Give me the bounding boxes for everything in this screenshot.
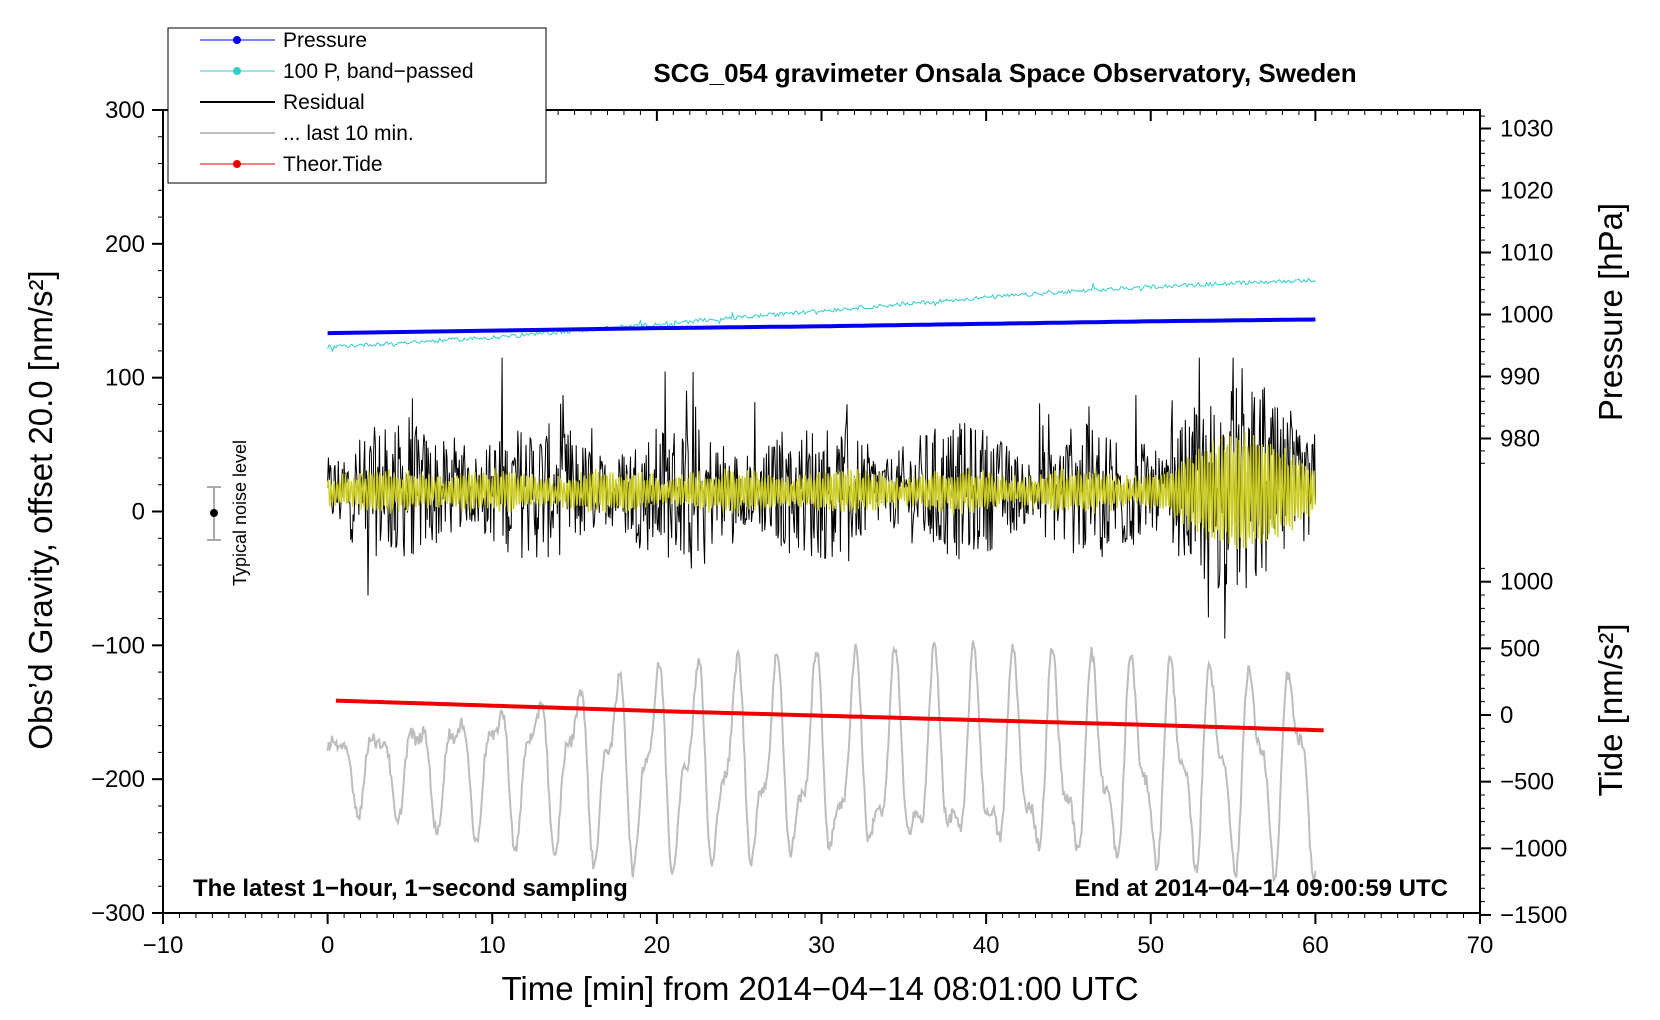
tide-tick-label: −1500: [1500, 902, 1567, 929]
y-left-tick-label: −300: [91, 900, 145, 927]
noise-indicator: Typical noise level: [207, 440, 250, 586]
tide-tick-label: 0: [1500, 702, 1513, 729]
noise-label: Typical noise level: [230, 440, 250, 586]
legend-swatch-dot: [233, 160, 241, 168]
tide-tick-label: 500: [1500, 635, 1540, 662]
x-tick-label: −10: [143, 932, 184, 959]
band-passed-pressure-line: [327, 277, 1316, 353]
end-time-note: End at 2014−04−14 09:00:59 UTC: [1074, 875, 1448, 902]
y-axis-left-title: Obs’d Gravity, offset 20.0 [nm/s²]: [22, 270, 59, 749]
pressure-tick-label: 1000: [1500, 302, 1553, 329]
tide-tick-label: 1000: [1500, 569, 1553, 596]
x-tick-label: 70: [1467, 932, 1494, 959]
pressure-axis-title: Pressure [hPa]: [1592, 203, 1629, 421]
noise-dot: [210, 509, 218, 517]
chart-title: SCG_054 gravimeter Onsala Space Observat…: [653, 58, 1356, 88]
legend-label: Residual: [283, 91, 365, 114]
pressure-tick-label: 1020: [1500, 178, 1553, 205]
legend-swatch-dot: [233, 36, 241, 44]
last-10-min-line: [326, 640, 1317, 883]
y-left-tick-label: 200: [105, 231, 145, 258]
y-left-tick-label: 0: [132, 499, 145, 526]
legend-label: Theor.Tide: [283, 153, 383, 176]
legend-label: 100 P, band−passed: [283, 60, 474, 83]
pressure-line: [327, 317, 1316, 336]
y-left-tick-label: −100: [91, 632, 145, 659]
x-tick-label: 60: [1302, 932, 1329, 959]
y-left-tick-label: −200: [91, 766, 145, 793]
residual-smoothed-line: [326, 432, 1317, 550]
x-tick-label: 30: [808, 932, 835, 959]
tide-line: [335, 698, 1324, 733]
legend-label: ... last 10 min.: [283, 122, 414, 145]
pressure-tick-label: 980: [1500, 426, 1540, 453]
tide-axis-title: Tide [nm/s²]: [1592, 624, 1629, 797]
pressure-tick-label: 1010: [1500, 240, 1553, 267]
tide-tick-label: −1000: [1500, 835, 1567, 862]
legend-box: [167, 27, 547, 184]
x-tick-label: 20: [644, 932, 671, 959]
tide-tick-label: −500: [1500, 769, 1554, 796]
x-tick-label: 40: [973, 932, 1000, 959]
legend: Pressure 100 P, band−passed Residual ... la…: [167, 27, 547, 184]
x-tick-label: 0: [321, 932, 334, 959]
pressure-tick-label: 990: [1500, 364, 1540, 391]
y-left-tick-label: 100: [105, 365, 145, 392]
sampling-note: The latest 1−hour, 1−second sampling: [193, 875, 628, 902]
x-tick-label: 10: [479, 932, 506, 959]
pressure-tick-label: 1030: [1500, 116, 1553, 143]
x-axis-title: Time [min] from 2014−04−14 08:01:00 UTC: [501, 970, 1138, 1007]
legend-swatch-dot: [233, 67, 241, 75]
legend-label: Pressure: [283, 29, 367, 52]
y-left-tick-label: 300: [105, 97, 145, 124]
x-tick-label: 50: [1137, 932, 1164, 959]
